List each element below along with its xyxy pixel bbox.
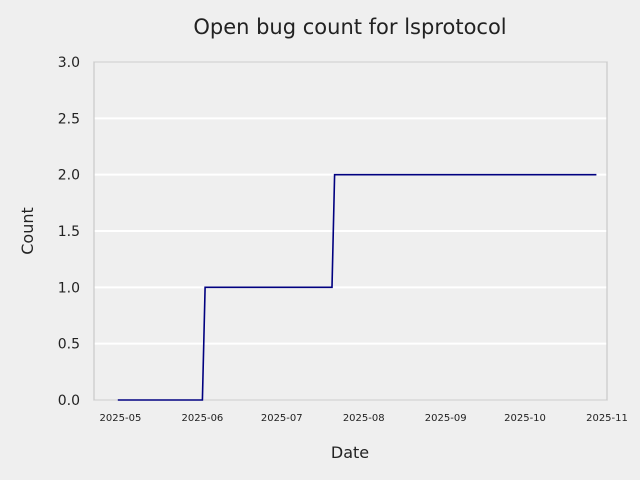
x-tick-label: 2025-10 — [504, 413, 546, 424]
y-tick-label: 3.0 — [58, 55, 80, 71]
x-tick-label: 2025-11 — [586, 413, 628, 424]
y-axis-label: Count — [18, 207, 37, 255]
x-axis-label: Date — [331, 443, 369, 462]
y-tick-label: 0.0 — [58, 393, 80, 409]
x-tick-label: 2025-07 — [261, 413, 303, 424]
series-line — [117, 173, 597, 401]
y-tick-label: 1.0 — [58, 280, 80, 296]
y-tick-label: 0.5 — [58, 337, 80, 353]
plot-frame — [93, 61, 608, 401]
chart-title: Open bug count for lsprotocol — [193, 15, 506, 39]
x-tick-label: 2025-09 — [425, 413, 467, 424]
plot-area: 0.0 0.5 1.0 1.5 2.0 2.5 3.0 2025-05 2025-06 2025-… — [58, 55, 628, 424]
y-tick-label: 2.0 — [58, 168, 80, 184]
y-tick-label: 2.5 — [58, 111, 80, 127]
x-tick-label: 2025-06 — [182, 413, 224, 424]
x-tick-label: 2025-08 — [343, 413, 385, 424]
x-tick-label: 2025-05 — [100, 413, 142, 424]
y-tick-label: 1.5 — [58, 224, 80, 240]
